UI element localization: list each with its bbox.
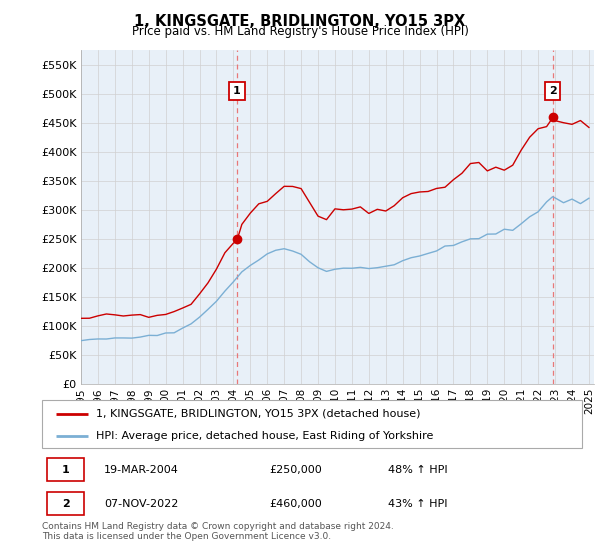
Text: 1, KINGSGATE, BRIDLINGTON, YO15 3PX (detached house): 1, KINGSGATE, BRIDLINGTON, YO15 3PX (det… (96, 409, 421, 419)
Text: £250,000: £250,000 (269, 465, 322, 475)
Text: 1: 1 (62, 465, 70, 475)
Text: 48% ↑ HPI: 48% ↑ HPI (388, 465, 447, 475)
Text: 1, KINGSGATE, BRIDLINGTON, YO15 3PX: 1, KINGSGATE, BRIDLINGTON, YO15 3PX (134, 14, 466, 29)
Text: Contains HM Land Registry data © Crown copyright and database right 2024.
This d: Contains HM Land Registry data © Crown c… (42, 522, 394, 542)
Text: 1: 1 (233, 86, 241, 96)
FancyBboxPatch shape (47, 458, 84, 481)
Text: £460,000: £460,000 (269, 499, 322, 509)
Text: 2: 2 (548, 86, 556, 96)
Text: 2: 2 (62, 499, 70, 509)
Text: 43% ↑ HPI: 43% ↑ HPI (388, 499, 447, 509)
Text: Price paid vs. HM Land Registry's House Price Index (HPI): Price paid vs. HM Land Registry's House … (131, 25, 469, 38)
FancyBboxPatch shape (47, 492, 84, 515)
FancyBboxPatch shape (42, 400, 582, 448)
Text: 07-NOV-2022: 07-NOV-2022 (104, 499, 178, 509)
Text: 19-MAR-2004: 19-MAR-2004 (104, 465, 179, 475)
Text: HPI: Average price, detached house, East Riding of Yorkshire: HPI: Average price, detached house, East… (96, 431, 433, 441)
